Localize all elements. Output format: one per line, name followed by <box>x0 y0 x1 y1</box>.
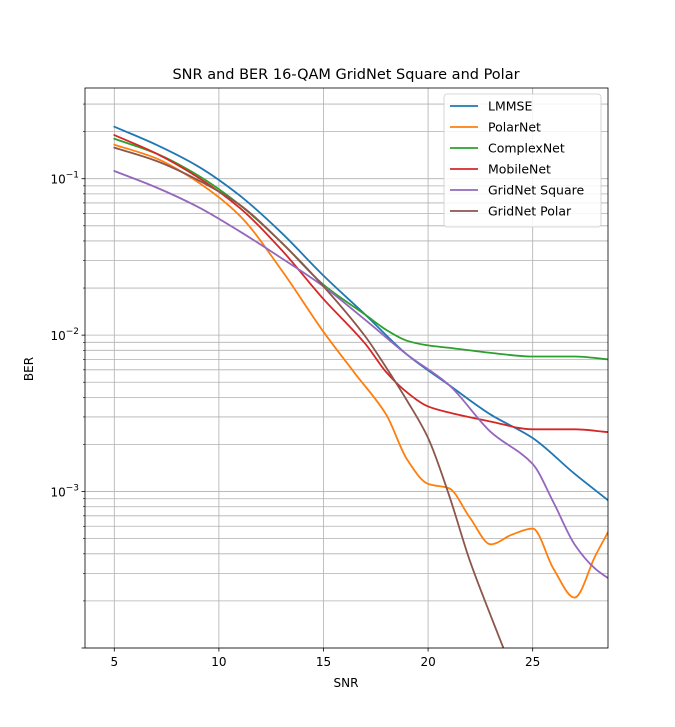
x-tick-label: 25 <box>525 655 540 669</box>
legend-box <box>443 93 602 228</box>
x-tick-label: 10 <box>211 655 226 669</box>
x-tick-label: 20 <box>420 655 435 669</box>
x-tick-label: 5 <box>110 655 118 669</box>
legend-entry-label: PolarNet <box>488 120 541 135</box>
series-lines <box>113 125 608 648</box>
series-line-2 <box>113 143 608 599</box>
y-axis-label: BER <box>22 357 36 381</box>
plot-frame <box>84 87 609 649</box>
axis-ticks: 5 10 15 20 25 10−1 10−2 10−3 <box>50 103 540 669</box>
series-line-6 <box>113 146 505 648</box>
y-tick-label: 10−2 <box>50 327 79 343</box>
x-tick-label: 15 <box>316 655 331 669</box>
series-line-5 <box>113 170 608 579</box>
legend-entry-label: GridNet Polar <box>488 204 572 219</box>
legend-entry-label: LMMSE <box>488 99 532 114</box>
series-line-3 <box>113 137 608 361</box>
y-tick-label: 10−1 <box>50 171 79 187</box>
legend-entry-label: MobileNet <box>488 162 551 177</box>
x-axis-label: SNR <box>334 676 359 690</box>
legend-entry-label: ComplexNet <box>488 141 565 156</box>
y-tick-label: 10−3 <box>50 484 79 500</box>
legend-entry-label: GridNet Square <box>488 183 584 198</box>
chart-title: SNR and BER 16-QAM GridNet Square and Po… <box>172 67 519 83</box>
legend: LMMSE PolarNet ComplexNet MobileNet GridNet … <box>443 93 602 228</box>
